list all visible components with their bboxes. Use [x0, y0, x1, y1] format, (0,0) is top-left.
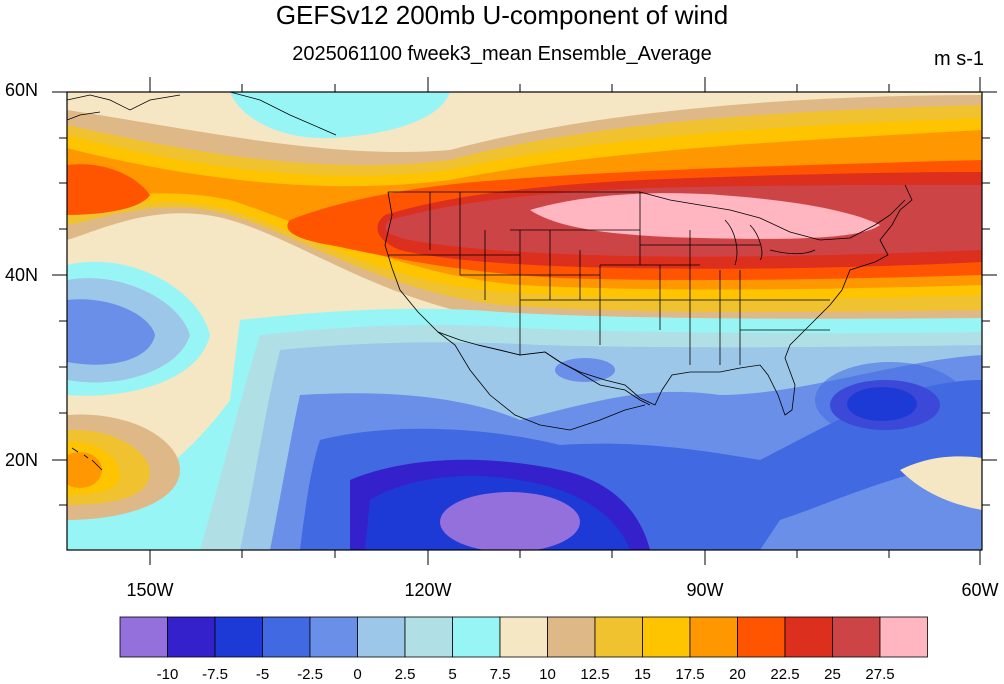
units-label: m s-1 — [934, 48, 984, 70]
colorbar — [119, 616, 928, 658]
colorbar-swatch — [784, 616, 833, 658]
contour-7p5-nw — [230, 92, 450, 139]
colorbar-tick-label: 25 — [824, 666, 841, 683]
mexico-border — [477, 344, 651, 406]
colorbar-tick-label: 12.5 — [580, 666, 610, 683]
lon-label-90w: 90W — [686, 580, 724, 600]
colorbar-swatch — [594, 616, 643, 658]
colorbar-tick-label: 5 — [448, 666, 457, 683]
colorbar-tick-label: -5 — [255, 666, 270, 683]
lon-label-120w: 120W — [404, 580, 452, 600]
colorbar-tick-label: 0 — [353, 666, 362, 683]
colorbar-tick-label: -10 — [156, 666, 179, 683]
colorbar-swatch — [642, 616, 691, 658]
lon-label-60w: 60W — [961, 580, 999, 600]
colorbar-tick-label: 7.5 — [489, 666, 511, 683]
colorbar-swatch — [119, 616, 168, 658]
colorbar-tick-label: 15 — [634, 666, 651, 683]
wind-contour-field — [67, 92, 982, 550]
lat-label-40n: 40N — [4, 265, 38, 285]
colorbar-swatch — [547, 616, 596, 658]
contour-se-corner — [900, 456, 982, 510]
colorbar-swatch — [309, 616, 358, 658]
us-state-boundaries — [384, 184, 913, 431]
us-coastline — [384, 184, 913, 416]
contour-min-south — [440, 492, 580, 550]
contour-west-0 — [67, 299, 155, 365]
alaska-coast — [67, 92, 337, 136]
lat-label-20n: 20N — [4, 450, 38, 470]
contour-max-jet — [530, 193, 880, 239]
chart-title: GEFSv12 200mb U-component of wind — [275, 0, 729, 30]
chart-subtitle: 2025061100 fweek3_mean Ensemble_Average — [292, 43, 712, 65]
colorbar-swatch — [167, 616, 216, 658]
mexico-coast — [437, 331, 646, 431]
colorbar-swatch — [499, 616, 548, 658]
colorbar-swatch — [357, 616, 406, 658]
lat-label-60n: 60N — [4, 80, 38, 100]
contour-gulf-low — [555, 358, 615, 382]
colorbar-tick-label: 20 — [729, 666, 746, 683]
hawaii-islands — [71, 447, 103, 471]
colorbar-tick-label: -2.5 — [297, 666, 323, 683]
colorbar-swatch — [452, 616, 501, 658]
us-canada-border — [388, 191, 906, 241]
colorbar-swatch — [214, 616, 263, 658]
contour-hawaii-20 — [67, 452, 102, 488]
lat-ticks — [52, 91, 997, 506]
colorbar-swatch — [262, 616, 311, 658]
contour-neg7p5-caribbean — [847, 387, 917, 421]
great-lakes — [724, 219, 816, 266]
colorbar-tick-label: 17.5 — [675, 666, 705, 683]
lon-ticks — [149, 77, 981, 565]
colorbar-swatch — [737, 616, 786, 658]
colorbar-swatch — [879, 616, 928, 658]
colorbar-swatch — [832, 616, 881, 658]
colorbar-tick-label: 10 — [539, 666, 556, 683]
colorbar-swatch — [404, 616, 453, 658]
colorbar-tick-label: 22.5 — [770, 666, 800, 683]
colorbar-tick-label: 2.5 — [394, 666, 416, 683]
colorbar-tick-label: 27.5 — [865, 666, 895, 683]
state-lines-west — [388, 192, 830, 365]
contour-west-7p5 — [67, 261, 210, 396]
lon-label-150w: 150W — [126, 580, 174, 600]
colorbar-tick-label: -7.5 — [202, 666, 228, 683]
colorbar-swatch — [689, 616, 738, 658]
contour-22p5-jet — [67, 164, 150, 215]
